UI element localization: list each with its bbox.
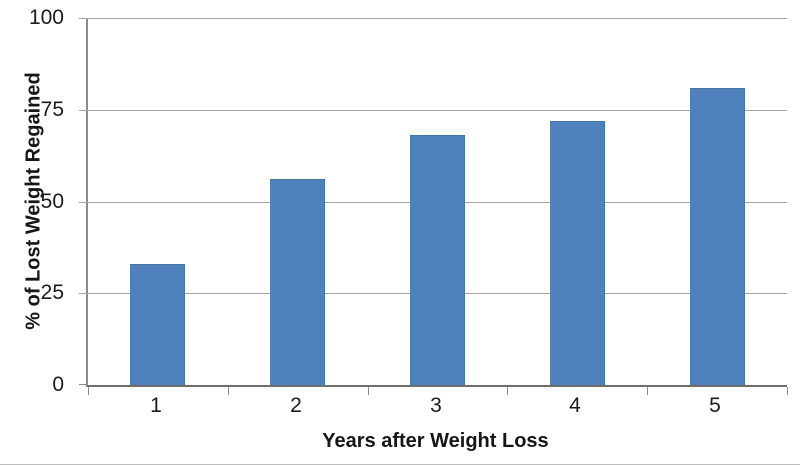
bar-year-5 [690,88,745,385]
x-axis-label-2: 2 [290,394,302,417]
x-tick-1 [228,387,229,395]
x-tick-5 [787,387,788,395]
y-axis-label-100: 100 [28,6,64,29]
y-axis-label-50: 50 [40,190,64,213]
plot-area [79,18,788,395]
x-axis-label-4: 4 [569,394,581,417]
y-axis-label-25: 25 [40,281,64,304]
bar-year-3 [410,135,465,385]
x-axis-label-1: 1 [150,394,162,417]
bar-year-4 [550,121,605,385]
x-tick-4 [647,387,648,395]
bar-year-2 [270,179,325,385]
y-axis-label-75: 75 [40,98,64,121]
x-tick-2 [368,387,369,395]
y-tick-0 [79,384,88,385]
y-axis-label-0: 0 [52,373,64,396]
x-axis-title: Years after Weight Loss [322,430,549,452]
x-tick-0 [88,387,89,395]
x-tick-3 [507,387,508,395]
gridline-y-75 [79,109,787,111]
x-axis-label-3: 3 [430,394,442,417]
bar-year-1 [130,264,185,385]
x-axis-label-5: 5 [709,394,721,417]
gridline-y-100 [79,18,787,19]
